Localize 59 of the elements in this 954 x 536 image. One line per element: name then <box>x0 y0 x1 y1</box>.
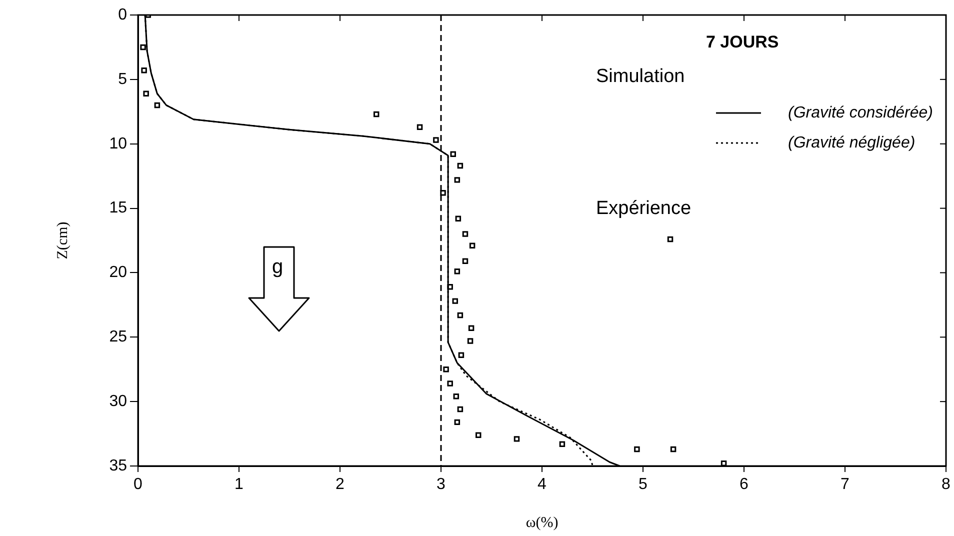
point <box>457 312 464 318</box>
x-tick-label: 2 <box>336 476 345 494</box>
point <box>458 352 464 358</box>
point <box>443 366 449 372</box>
point <box>462 258 468 264</box>
point <box>452 298 458 304</box>
x-axis-title: ω(%) <box>526 514 558 531</box>
x-tick-label: 5 <box>638 476 648 494</box>
point <box>454 419 460 426</box>
point <box>670 446 676 452</box>
point <box>468 325 474 331</box>
point <box>454 177 460 183</box>
x-tick-label: 7 <box>840 476 850 494</box>
legend-label: (Gravité considérée) <box>788 104 933 122</box>
y-tick-label: 0 <box>118 6 128 24</box>
point <box>454 268 460 274</box>
point <box>667 236 674 242</box>
point <box>455 216 462 222</box>
x-tick-label: 0 <box>134 476 143 494</box>
text: 7 JOURS <box>706 32 779 52</box>
legend-label: (Gravité négligée) <box>788 134 916 152</box>
annotation: g <box>272 256 284 278</box>
point <box>559 441 566 447</box>
y-tick-label: 20 <box>109 264 128 282</box>
point <box>140 44 146 50</box>
x-tick-label: 1 <box>234 476 244 494</box>
y-tick-label: 5 <box>118 70 128 88</box>
point <box>469 242 476 249</box>
point <box>154 102 160 108</box>
y-tick-label: 15 <box>109 200 128 217</box>
series-label: Expérience <box>596 198 692 220</box>
x-tick-label: 3 <box>436 476 446 494</box>
point <box>476 432 482 438</box>
point <box>440 190 446 196</box>
point <box>634 446 640 452</box>
x-tick-label: 8 <box>942 476 951 494</box>
point <box>143 90 149 96</box>
point <box>514 436 520 442</box>
y-tick-label: 35 <box>109 457 128 474</box>
point <box>467 338 474 344</box>
point <box>462 231 468 237</box>
point <box>373 111 380 118</box>
x-tick-label: 4 <box>538 476 547 494</box>
point <box>453 394 460 400</box>
y-tick-label: 30 <box>109 392 128 410</box>
legend-title: Simulation <box>596 66 685 88</box>
point <box>141 68 147 74</box>
y-axis-title: Z(cm) <box>54 222 71 260</box>
point <box>720 460 727 466</box>
point <box>447 284 453 290</box>
x-tick-label: 6 <box>740 476 749 494</box>
point <box>457 406 464 412</box>
point <box>416 124 423 130</box>
point <box>450 151 456 158</box>
point <box>447 380 453 386</box>
point <box>457 162 464 169</box>
y-tick-label: 10 <box>109 135 128 152</box>
y-tick-label: 25 <box>109 328 128 346</box>
point <box>433 137 439 143</box>
